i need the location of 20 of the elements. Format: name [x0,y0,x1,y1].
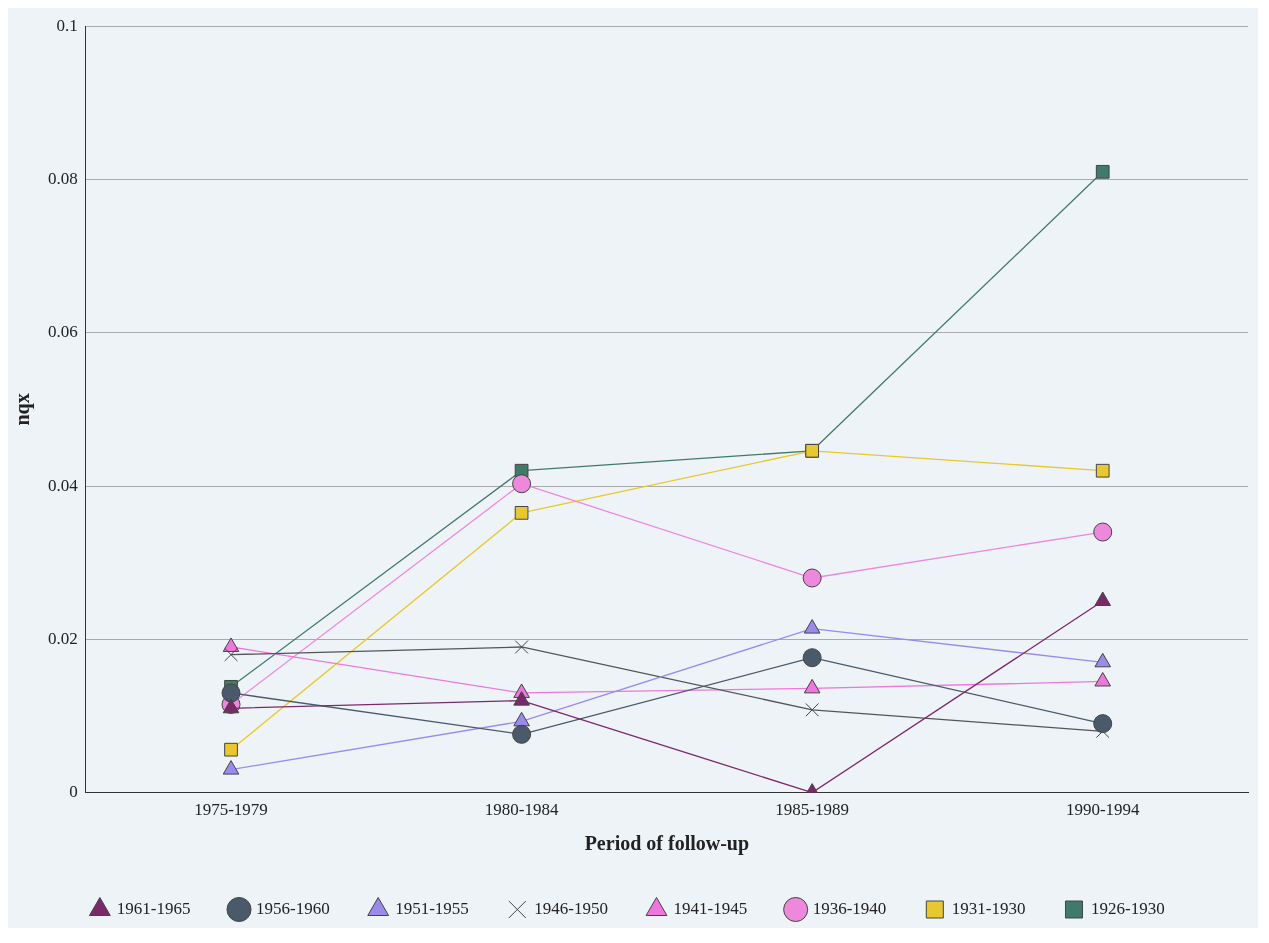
y-tick-label: 0.1 [56,15,78,35]
x-tick-label: 1975-1979 [194,800,268,820]
y-tick-label: 0.06 [48,322,78,342]
y-tick-label: 0.08 [48,168,78,188]
x-tick-label: 1980-1984 [484,800,559,820]
legend-label: 1941-1945 [673,898,748,918]
y-tick-label: 0 [69,782,78,802]
legend-label: 1926-1930 [1090,898,1165,918]
y-tick-label: 0.02 [48,628,78,648]
y-tick-label: 0.04 [48,475,79,495]
x-tick-label: 1990-1994 [1065,800,1141,820]
legend-label: 1951-1955 [395,898,469,918]
legend-label: 1961-1965 [116,898,191,918]
x-tick-label: 1985-1989 [775,800,849,820]
legend-label: 1931-1930 [951,898,1026,918]
y-axis-title: nqx [11,393,35,426]
legend-label: 1936-1940 [812,898,887,918]
legend-label: 1956-1960 [256,898,330,918]
x-axis-title: Period of follow-up [584,832,750,856]
legend-label: 1946-1950 [534,898,609,918]
